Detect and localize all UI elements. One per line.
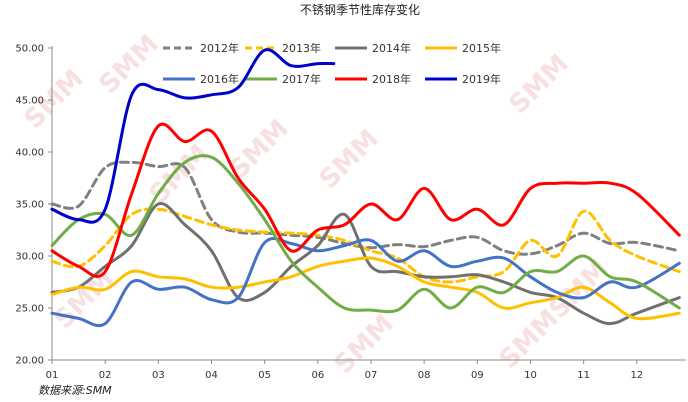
y-tick-label: 30.00 [15, 252, 44, 263]
x-tick-label: 02 [99, 370, 112, 381]
series-line-2013 [50, 207, 681, 284]
series-line-2015 [50, 256, 681, 321]
x-tick-label: 01 [46, 370, 59, 381]
y-tick-label: 40.00 [15, 148, 44, 159]
x-tick-label: 09 [471, 370, 484, 381]
x-tick-label: 03 [152, 370, 165, 381]
legend-label: 2013年 [282, 41, 321, 55]
y-tick-label: 45.00 [15, 96, 44, 107]
x-tick-label: 10 [524, 370, 537, 381]
legend-label: 2019年 [462, 72, 501, 86]
x-axis: 01 02 03 04 05 06 07 08 09 10 11 12 [46, 359, 686, 381]
y-tick-label: 35.00 [15, 200, 44, 211]
legend-label: 2012年 [200, 41, 239, 55]
source-note: 数据来源:SMM [38, 384, 112, 397]
legend-label: 2016年 [200, 72, 239, 86]
x-tick-label: 07 [365, 370, 378, 381]
x-tick-label: 04 [205, 370, 218, 381]
legend: 2012年 2013年 2014年 2015年 2016年 2017年 2018年 2019年 [163, 41, 501, 86]
x-tick-label: 11 [577, 370, 590, 381]
x-tick-label: 05 [258, 370, 271, 381]
x-tick-label: 12 [630, 370, 643, 381]
series-line-2012 [50, 160, 681, 256]
x-tick-label: 06 [311, 370, 324, 381]
legend-label: 2017年 [282, 72, 321, 86]
y-tick-label: 20.00 [15, 356, 44, 367]
series-line-2017 [50, 154, 681, 314]
series-line-2016 [50, 236, 681, 328]
legend-label: 2014年 [372, 41, 411, 55]
series-line-2019 [50, 48, 336, 224]
y-tick-label: 25.00 [15, 304, 44, 315]
legend-label: 2015年 [462, 41, 501, 55]
series-layer [50, 48, 681, 328]
series-line-2018 [50, 122, 681, 278]
x-tick-label: 08 [418, 370, 431, 381]
series-line-2014 [50, 202, 681, 326]
legend-label: 2018年 [372, 72, 411, 86]
y-tick-label: 50.00 [15, 44, 44, 55]
chart-title: 不锈钢季节性库存变化 [300, 2, 420, 17]
